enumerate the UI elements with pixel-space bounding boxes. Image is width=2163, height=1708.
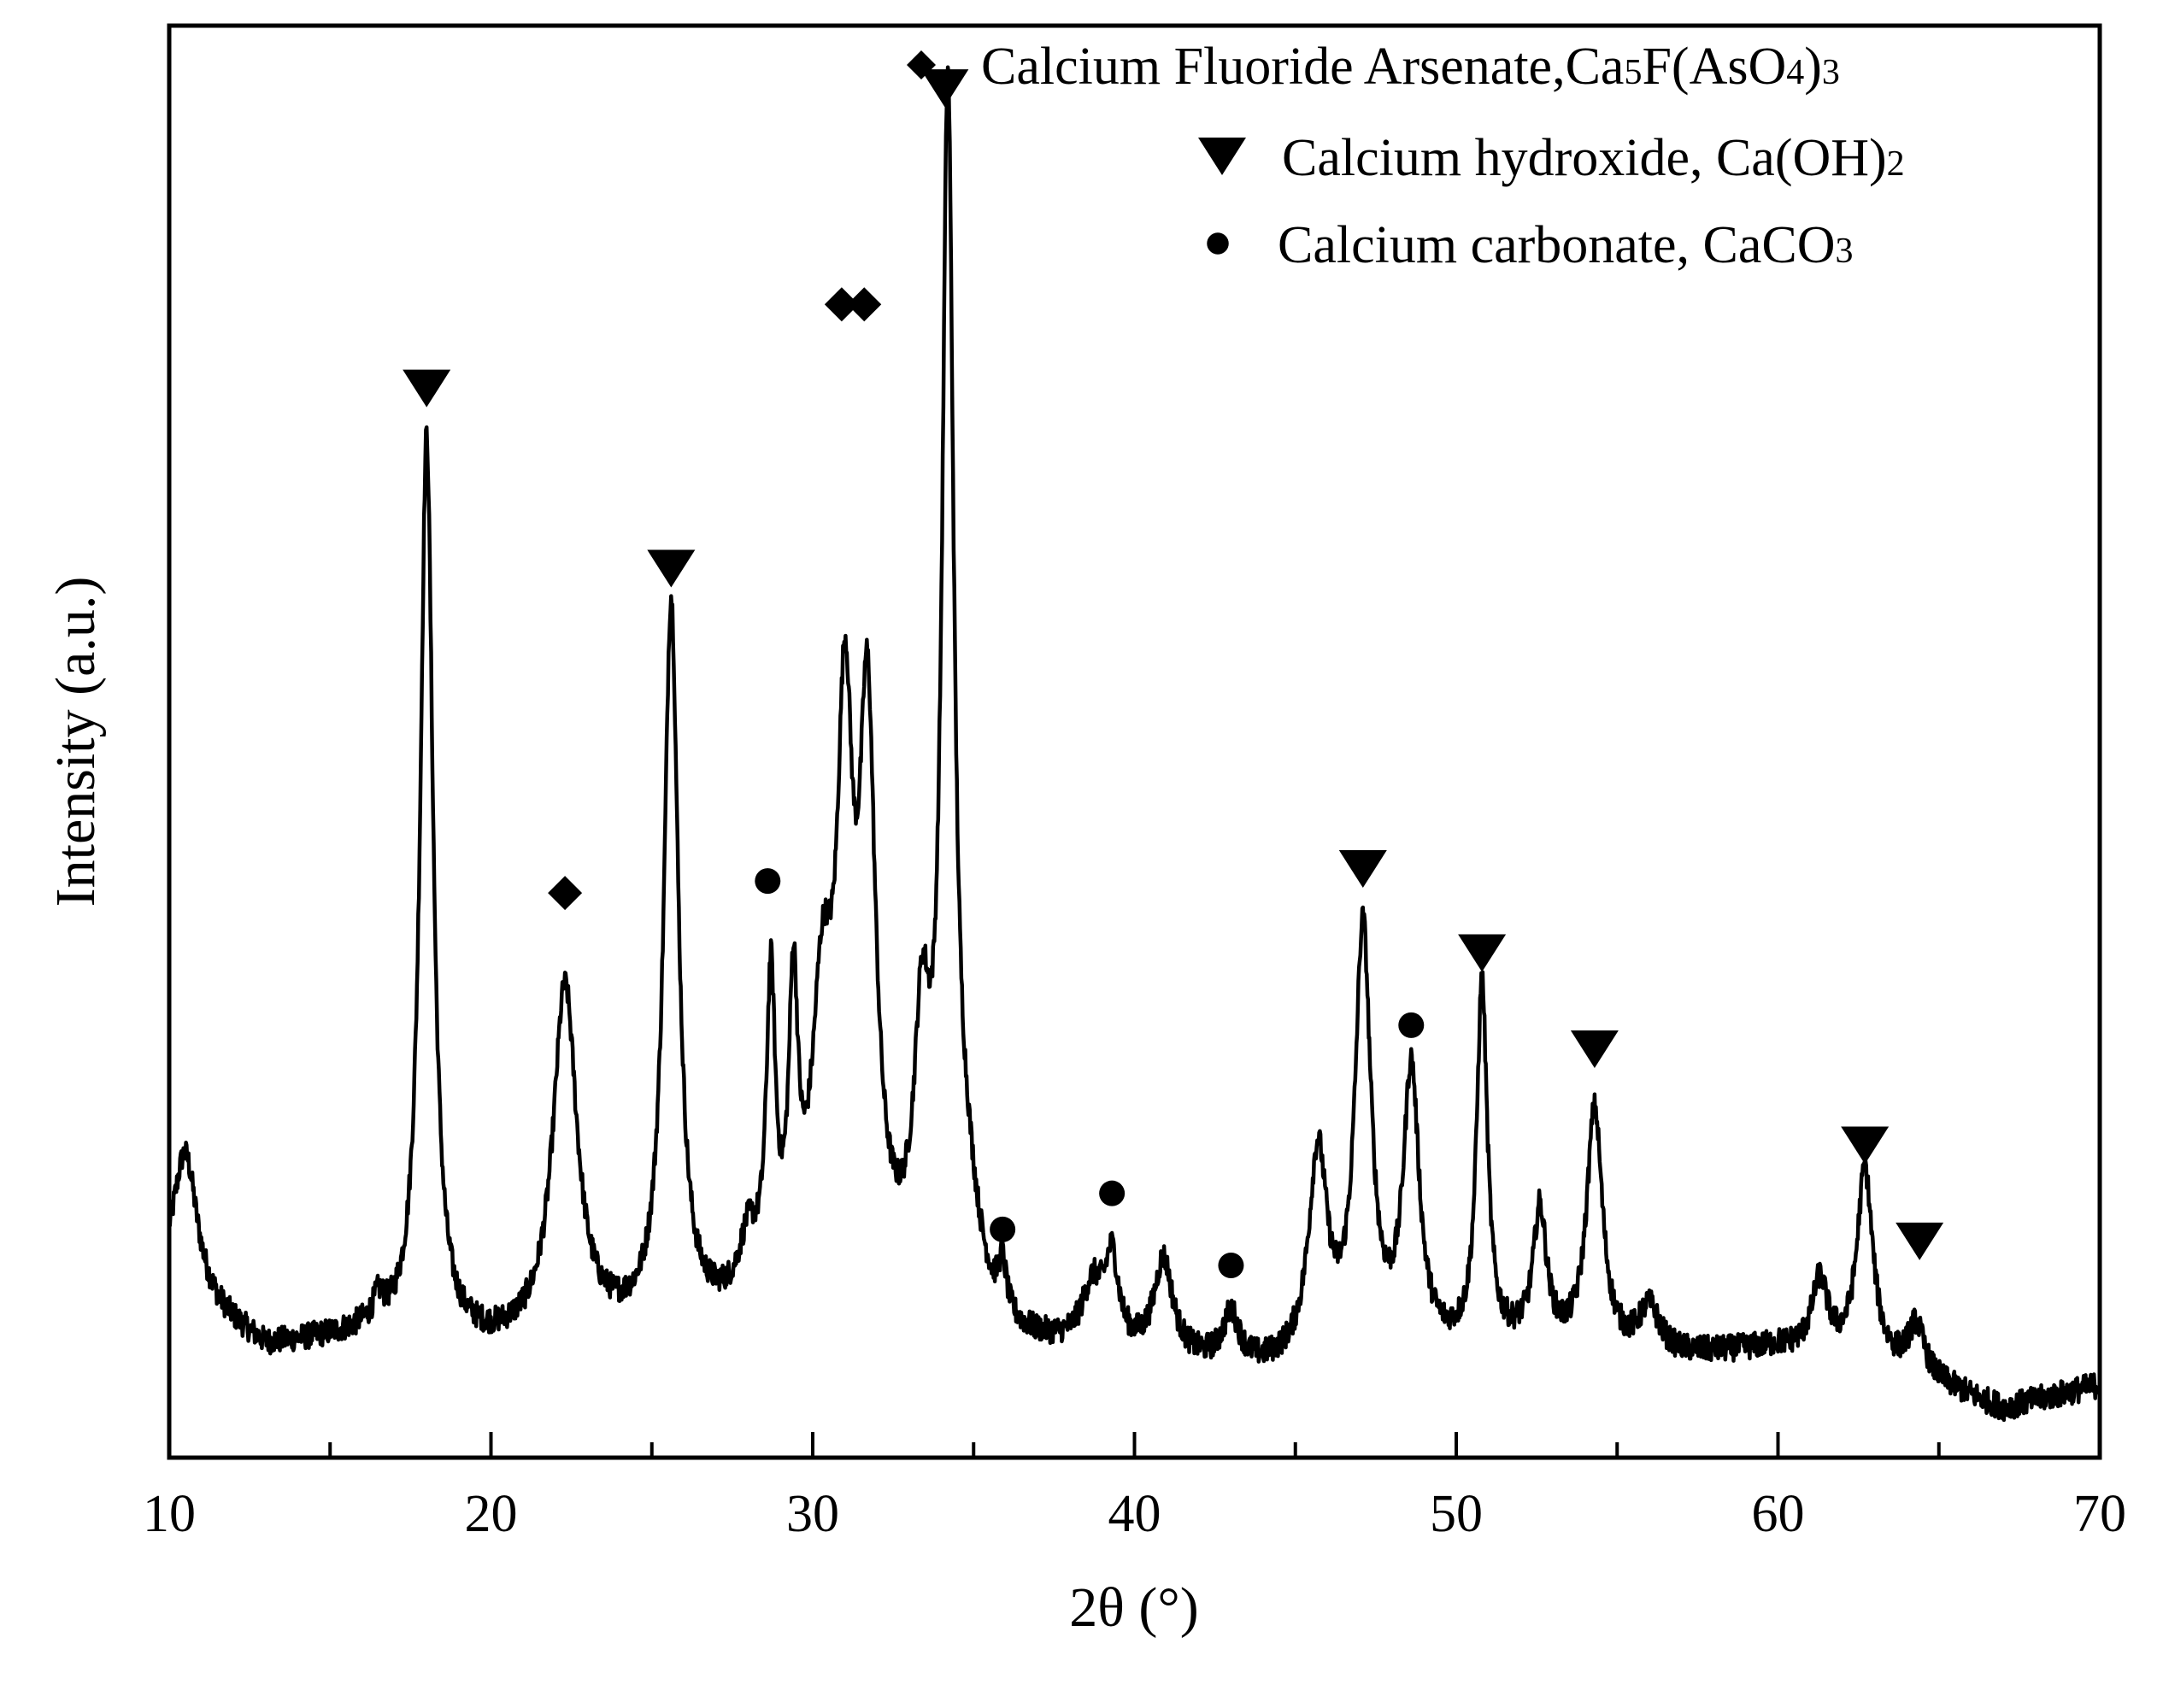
calcium-hydroxide-marker xyxy=(647,549,696,588)
calcium-hydroxide-marker xyxy=(1338,850,1387,889)
legend-text-part: Calcium Fluoride Arsenate,Ca xyxy=(981,38,1624,96)
calcium-fluoride-arsenate-marker xyxy=(847,287,882,322)
calcium-fluoride-arsenate-marker xyxy=(548,876,583,911)
legend-text-part: F(AsO xyxy=(1642,38,1786,96)
legend-text-part: ) xyxy=(1804,38,1822,96)
xrd-series-line xyxy=(169,65,2100,1423)
x-axis-title: 2θ (°) xyxy=(1069,1576,1198,1639)
x-tick-label: 10 xyxy=(143,1485,196,1543)
calcium-fluoride-arsenate-marker xyxy=(824,287,859,322)
calcium-hydroxide-marker xyxy=(920,69,969,108)
calcium-carbonate-marker xyxy=(1398,1012,1425,1038)
legend-subscript: 5 xyxy=(1624,53,1642,92)
calcium-hydroxide-marker xyxy=(1841,1126,1890,1165)
legend-subscript: 4 xyxy=(1786,53,1804,92)
legend-diamond-icon xyxy=(907,50,936,79)
calcium-carbonate-marker xyxy=(990,1216,1016,1242)
legend-text-part: Calcium carbonate, CaCO xyxy=(1278,216,1836,274)
calcium-hydroxide-marker xyxy=(1458,934,1507,972)
x-tick-label: 60 xyxy=(1752,1485,1805,1543)
calcium-hydroxide-marker xyxy=(403,369,451,408)
legend-subscript: 3 xyxy=(1822,53,1840,92)
calcium-carbonate-marker xyxy=(1099,1180,1126,1206)
legend-subscript: 2 xyxy=(1887,144,1905,184)
x-tick-label: 20 xyxy=(465,1485,518,1543)
x-tick-label: 30 xyxy=(786,1485,839,1543)
legend-entry-label: Calcium Fluoride Arsenate,Ca5F(AsO4)3 xyxy=(981,38,1840,96)
calcium-hydroxide-marker xyxy=(1570,1030,1619,1068)
x-tick-label: 40 xyxy=(1108,1485,1161,1543)
x-axis-ticks: 10 20 30 40 50 60 70 xyxy=(143,1432,2126,1543)
legend: Calcium Fluoride Arsenate,Ca5F(AsO4)3Cal… xyxy=(907,38,1905,274)
phase-markers xyxy=(403,69,1944,1279)
x-tick-label: 50 xyxy=(1430,1485,1483,1543)
legend-entry-label: Calcium carbonate, CaCO3 xyxy=(1278,216,1854,274)
y-axis-title: Intensity (a.u.) xyxy=(44,577,107,907)
calcium-carbonate-marker xyxy=(1218,1253,1244,1279)
x-tick-label: 70 xyxy=(2073,1485,2126,1543)
legend-circle-icon xyxy=(1207,232,1229,255)
legend-entry-label: Calcium hydroxide, Ca(OH)2 xyxy=(1282,129,1905,187)
legend-triangle-down-icon xyxy=(1198,138,1246,175)
legend-text-part: Calcium hydroxide, Ca(OH) xyxy=(1282,129,1887,187)
calcium-carbonate-marker xyxy=(755,868,781,895)
calcium-hydroxide-marker xyxy=(1896,1222,1944,1260)
legend-subscript: 3 xyxy=(1836,232,1854,271)
